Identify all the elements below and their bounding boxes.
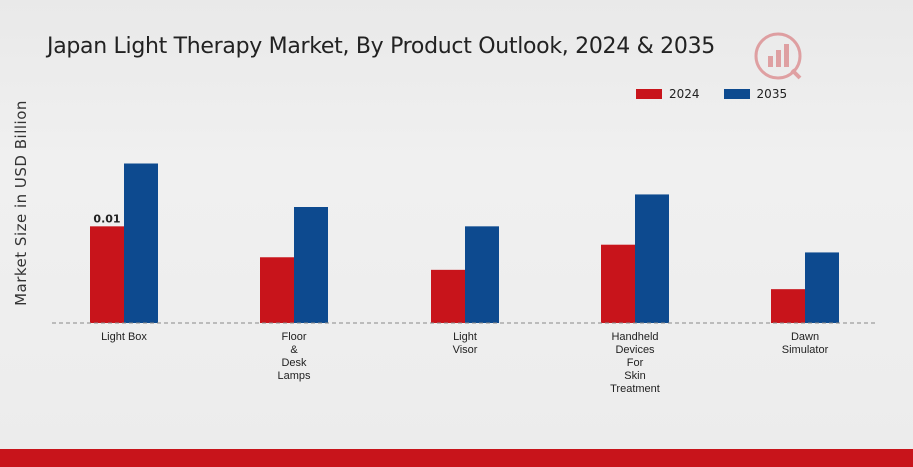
x-tick-label-4: Dawn Simulator [782,331,829,356]
legend-item-2035: 2035 [723,87,788,101]
market-research-logo-icon [754,32,802,80]
bar-2024-2 [431,269,465,323]
bar-2024-0 [90,226,124,323]
bar-2035-3 [635,194,669,323]
x-tick-label-1: Floor & Desk Lamps [277,331,311,382]
x-tick-label-3: Handheld Devices For Skin Treatment [610,331,660,395]
bar-2035-1 [294,207,328,323]
legend-swatch-2035 [723,89,750,99]
data-labels: 0.01 [93,212,120,225]
x-tick-label-2: Light Visor [453,331,478,356]
legend: 2024 2035 [636,87,811,101]
bar-2035-4 [805,252,839,323]
legend-item-2024: 2024 [636,87,700,101]
x-tick-labels: Light Box Floor & Desk Lamps Light Visor Handhe… [101,331,829,395]
bars-layer [90,163,839,323]
legend-label-2024: 2024 [669,87,700,101]
bar-2024-1 [260,257,294,323]
legend-swatch-2024 [636,89,662,99]
bar-2035-2 [465,226,499,323]
data-label-0: 0.01 [93,212,120,225]
x-tick-label-0: Light Box [101,331,147,343]
bar-2024-3 [601,244,635,323]
bar-2024-4 [771,289,805,323]
bar-2035-0 [124,163,158,323]
chart-title: Japan Light Therapy Market, By Product O… [47,34,715,59]
legend-label-2035: 2035 [756,87,788,101]
footer-bar [0,449,913,467]
